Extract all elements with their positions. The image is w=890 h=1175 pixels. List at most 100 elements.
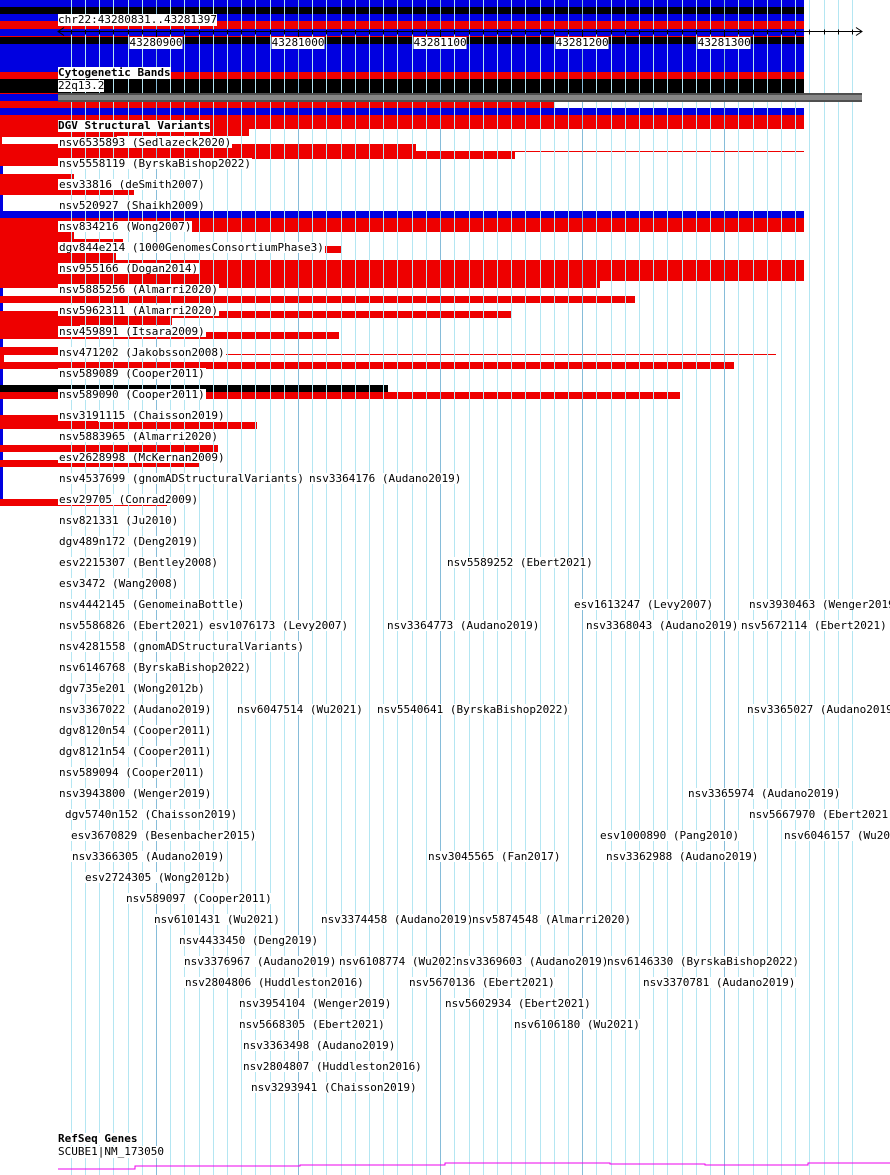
variant-line[interactable] [0, 354, 776, 355]
variant-bar[interactable] [0, 29, 804, 36]
variant-label[interactable]: nsv471202 (Jakobsson2008) [58, 346, 226, 359]
variant-label[interactable]: nsv3191115 (Chaisson2019) [58, 409, 226, 422]
variant-bar[interactable] [0, 188, 134, 195]
variant-label[interactable]: nsv3368043 (Audano2019) [585, 619, 740, 632]
variant-bar[interactable] [0, 44, 804, 51]
variant-label[interactable]: nsv5667970 (Ebert2021) [748, 809, 890, 820]
variant-label[interactable]: nsv589090 (Cooper2011) [58, 388, 206, 401]
variant-tick[interactable] [0, 369, 3, 377]
variant-label[interactable]: nsv589089 (Cooper2011) [58, 367, 206, 380]
variant-label[interactable]: esv2724305 (Wong2012b) [84, 871, 232, 884]
variant-bar[interactable] [0, 325, 80, 332]
variant-label[interactable]: nsv5558119 (ByrskaBishop2022) [58, 157, 253, 170]
variant-bar[interactable] [0, 415, 98, 422]
variant-label[interactable]: nsv3364176 (Audano2019) [308, 472, 463, 485]
variant-bar[interactable] [0, 260, 804, 267]
variant-label[interactable]: nsv6047514 (Wu2021) [236, 703, 364, 716]
variant-label[interactable]: nsv3376967 (Audano2019) [183, 955, 338, 968]
variant-bar[interactable] [0, 225, 804, 232]
variant-label[interactable]: nsv5540641 (ByrskaBishop2022) [376, 703, 571, 716]
variant-label[interactable]: nsv821331 (Ju2010) [58, 514, 180, 527]
variant-tick[interactable] [0, 303, 3, 311]
variant-label[interactable]: nsv589094 (Cooper2011) [58, 766, 206, 779]
variant-bar[interactable] [0, 362, 734, 369]
variant-tick[interactable] [0, 452, 3, 460]
variant-line[interactable] [0, 151, 804, 152]
variant-line[interactable] [0, 36, 804, 37]
variant-label[interactable]: nsv3362988 (Audano2019) [605, 850, 760, 863]
variant-line[interactable] [0, 28, 804, 29]
variant-tick[interactable] [0, 437, 3, 445]
variant-label[interactable]: nsv4537699 (gnomADStructuralVariants) [58, 472, 306, 485]
variant-label[interactable]: nsv3364773 (Audano2019) [386, 619, 541, 632]
variant-label[interactable]: nsv3370781 (Audano2019) [642, 976, 797, 989]
variant-bar[interactable] [0, 129, 249, 136]
variant-label[interactable]: esv2628998 (McKernan2009) [58, 451, 226, 464]
variant-bar[interactable] [0, 296, 635, 303]
variant-bar[interactable] [0, 218, 804, 225]
variant-bar[interactable] [0, 51, 804, 58]
variant-tick[interactable] [0, 429, 3, 437]
variant-bar[interactable] [0, 115, 804, 122]
variant-label[interactable]: nsv3954104 (Wenger2019) [238, 997, 393, 1010]
variant-label[interactable]: dgv5740n152 (Chaisson2019) [64, 808, 239, 821]
variant-label[interactable]: nsv520927 (Shaikh2009) [58, 199, 206, 212]
variant-end-cap[interactable] [0, 137, 2, 144]
variant-label[interactable]: nsv3365974 (Audano2019) [687, 787, 842, 800]
variant-label[interactable]: nsv4442145 (GenomeinaBottle) [58, 598, 246, 611]
variant-label[interactable]: nsv3367022 (Audano2019) [58, 703, 213, 716]
variant-bar[interactable] [0, 79, 804, 86]
variant-label[interactable]: nsv6106180 (Wu2021) [513, 1018, 641, 1031]
variant-label[interactable]: nsv834216 (Wong2007) [58, 220, 193, 233]
variant-bar[interactable] [0, 211, 804, 218]
variant-bar[interactable] [0, 253, 116, 260]
variant-label[interactable]: nsv5962311 (Almarri2020) [58, 304, 219, 317]
variant-label[interactable]: nsv5586826 (Ebert2021) [58, 619, 206, 632]
variant-bar[interactable] [0, 108, 804, 115]
variant-label[interactable]: nsv6046157 (Wu2021) [783, 830, 890, 841]
variant-label[interactable]: nsv6146768 (ByrskaBishop2022) [58, 661, 253, 674]
refseq-gene-structure[interactable] [0, 1158, 890, 1175]
variant-label[interactable]: dgv8121n54 (Cooper2011) [58, 745, 213, 758]
variant-label[interactable]: nsv5672114 (Ebert2021) [740, 619, 888, 632]
variant-label[interactable]: esv1076173 (Levy2007) [208, 619, 350, 632]
variant-bar[interactable] [0, 122, 804, 129]
variant-bar[interactable] [0, 174, 74, 181]
variant-label[interactable]: nsv4281558 (gnomADStructuralVariants) [58, 640, 306, 653]
variant-label[interactable]: nsv5589252 (Ebert2021) [446, 556, 594, 569]
variant-bar[interactable] [0, 232, 74, 239]
variant-label[interactable]: nsv5885256 (Almarri2020) [58, 283, 219, 296]
variant-tick[interactable] [0, 475, 3, 483]
variant-label[interactable]: esv33816 (deSmith2007) [58, 178, 206, 191]
variant-bar[interactable] [0, 101, 554, 108]
variant-label[interactable]: esv1000890 (Pang2010) [599, 829, 741, 842]
variant-bar[interactable] [0, 318, 172, 325]
variant-tick[interactable] [0, 491, 3, 499]
variant-label[interactable]: dgv735e201 (Wong2012b) [58, 682, 206, 695]
variant-bar[interactable] [0, 72, 804, 79]
variant-label[interactable]: nsv5602934 (Ebert2021) [444, 997, 592, 1010]
variant-tick[interactable] [0, 377, 3, 385]
variant-tick[interactable] [0, 399, 3, 407]
variant-bar[interactable] [0, 445, 218, 452]
variant-label[interactable]: nsv3369603 (Audano2019) [455, 955, 610, 968]
variant-tick[interactable] [0, 483, 3, 491]
variant-label[interactable]: dgv844e214 (1000GenomesConsortiumPhase3) [58, 241, 325, 254]
variant-label[interactable]: nsv3045565 (Fan2017) [427, 850, 562, 863]
variant-tick[interactable] [0, 288, 3, 296]
variant-tick[interactable] [0, 195, 3, 203]
variant-label[interactable]: nsv3374458 (Audano2019) [320, 913, 475, 926]
variant-label[interactable]: esv3670829 (Besenbacher2015) [70, 829, 258, 842]
variant-label[interactable]: nsv5874548 (Almarri2020) [471, 913, 632, 926]
variant-bar[interactable] [0, 274, 804, 281]
variant-bar[interactable] [0, 281, 600, 288]
variant-label[interactable]: nsv6535893 (Sedlazeck2020) [58, 136, 233, 149]
variant-tick[interactable] [0, 339, 3, 347]
variant-label[interactable]: nsv4433450 (Deng2019) [178, 934, 320, 947]
cytoband-bar[interactable] [58, 93, 862, 102]
variant-bar[interactable] [0, 86, 804, 93]
variant-bar[interactable] [0, 58, 804, 65]
variant-label[interactable]: esv1613247 (Levy2007) [573, 598, 715, 611]
variant-label[interactable]: nsv5670136 (Ebert2021) [408, 976, 556, 989]
variant-tick[interactable] [0, 407, 3, 415]
